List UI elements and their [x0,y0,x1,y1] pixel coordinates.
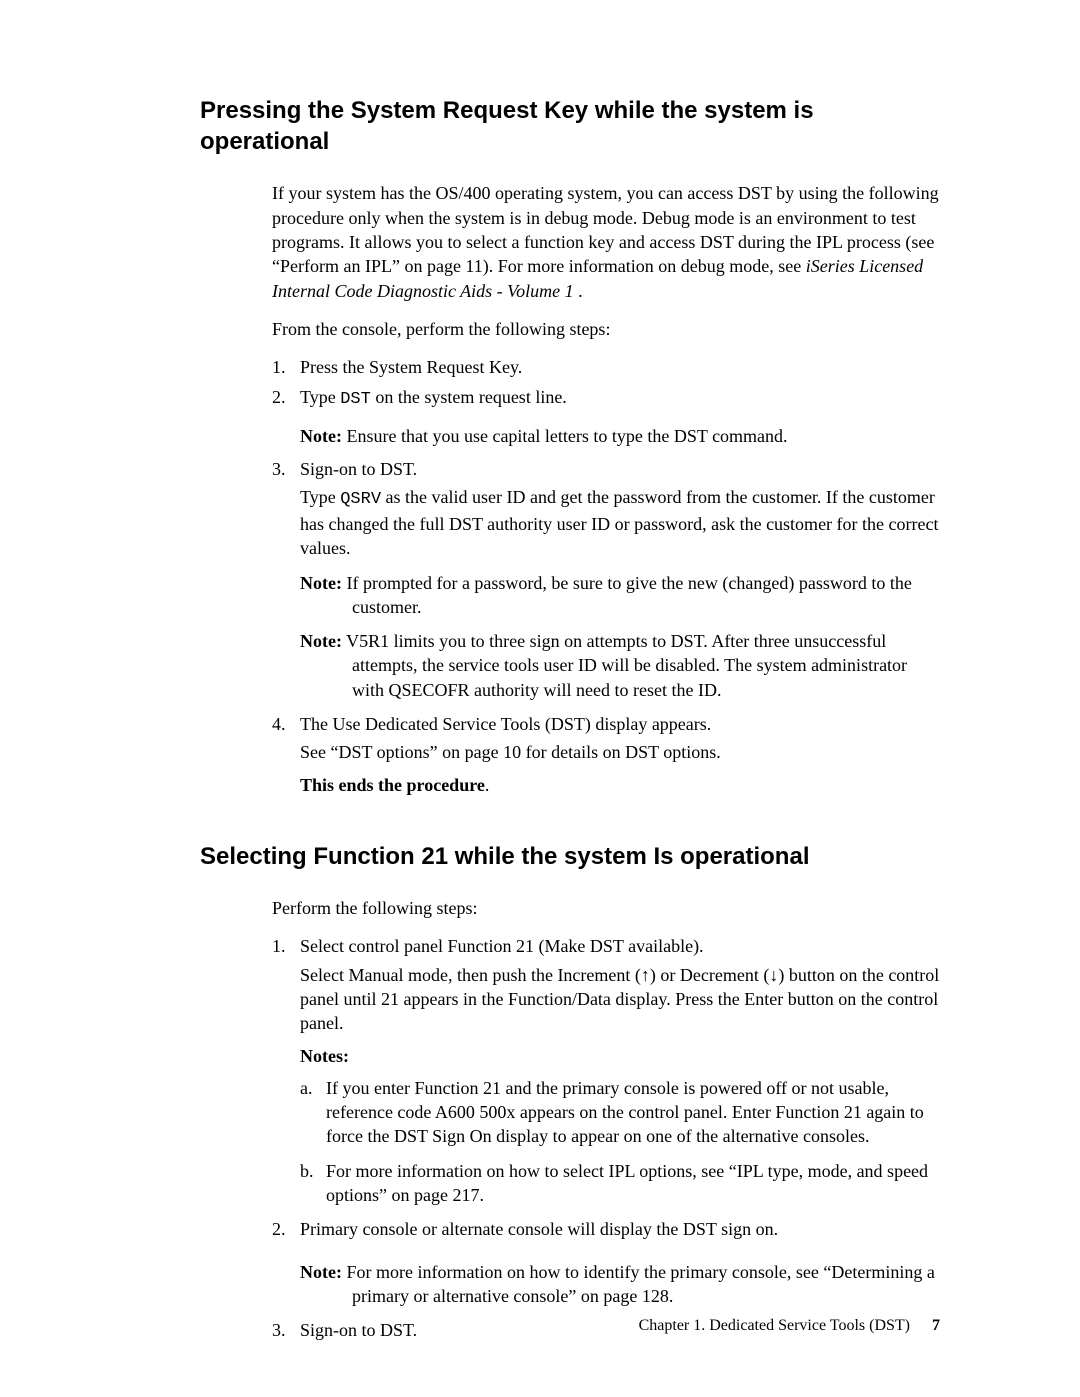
step3-para: Type QSRV as the valid user ID and get t… [300,485,940,561]
list-item: 1. Select control panel Function 21 (Mak… [272,934,940,1207]
footer-chapter: Chapter 1. Dedicated Service Tools (DST) [639,1317,910,1334]
list-item: 1. Press the System Request Key. [272,355,940,379]
s2-step1-line2: Select Manual mode, then push the Increm… [300,963,940,1036]
step-number: 1. [272,355,286,379]
section1-body: If your system has the OS/400 operating … [272,181,940,797]
footer-page-number: 7 [932,1317,940,1334]
step2-code: DST [340,390,371,409]
note-a: If you enter Function 21 and the primary… [326,1076,940,1149]
step-number: 3. [272,1318,286,1342]
step-number: 2. [272,385,286,409]
note-body: Ensure that you use capital letters to t… [342,426,788,446]
s2-step1-line1: Select control panel Function 21 (Make D… [300,934,940,958]
step4-line1: The Use Dedicated Service Tools (DST) di… [300,712,940,736]
s2-notes-list: a. If you enter Function 21 and the prim… [300,1076,940,1207]
step3-post: as the valid user ID and get the passwor… [300,487,938,558]
alpha-marker: a. [300,1076,313,1100]
ends-procedure: This ends the procedure [300,775,485,795]
step3-pre: Type [300,487,340,507]
list-item: 3. Sign-on to DST. Type QSRV as the vali… [272,457,940,702]
note-label: Note: [300,573,342,593]
section1-steps: 1. Press the System Request Key. 2. Type… [272,355,940,797]
note-body: V5R1 limits you to three sign on attempt… [342,631,907,700]
step1-text: Press the System Request Key. [300,355,940,379]
step2-text: Type DST on the system request line. [300,385,940,412]
page-footer: Chapter 1. Dedicated Service Tools (DST)… [639,1315,940,1337]
note-body: If prompted for a password, be sure to g… [342,573,912,617]
step3-note2: Note: V5R1 limits you to three sign on a… [300,629,940,702]
list-item: 2. Type DST on the system request line. … [272,385,940,448]
list-item: 2. Primary console or alternate console … [272,1217,940,1308]
step3-note1: Note: If prompted for a password, be sur… [300,571,940,620]
notes-label: Notes: [300,1044,940,1068]
section1-intro: If your system has the OS/400 operating … [272,181,940,302]
note-label: Note: [300,426,342,446]
note-b: For more information on how to select IP… [326,1159,940,1208]
list-item: a. If you enter Function 21 and the prim… [300,1076,940,1149]
step-number: 3. [272,457,286,481]
section1-lead: From the console, perform the following … [272,317,940,341]
s2-step2: Primary console or alternate console wil… [300,1217,940,1241]
step-number: 2. [272,1217,286,1241]
ends-post: . [485,775,490,795]
section2-lead: Perform the following steps: [272,896,940,920]
note-body: For more information on how to identify … [342,1262,935,1306]
s2-step2-note: Note: For more information on how to ide… [300,1260,940,1309]
step2-post: on the system request line. [371,387,567,407]
step3-text: Sign-on to DST. [300,457,940,481]
list-item: 4. The Use Dedicated Service Tools (DST)… [272,712,940,797]
alpha-marker: b. [300,1159,314,1183]
step3-code: QSRV [340,490,381,509]
section2-steps: 1. Select control panel Function 21 (Mak… [272,934,940,1342]
note-label: Note: [300,1262,342,1282]
section1-heading: Pressing the System Request Key while th… [200,95,940,157]
intro-post: . [574,281,583,301]
step2-pre: Type [300,387,340,407]
section2-body: Perform the following steps: 1. Select c… [272,896,940,1342]
section2-heading: Selecting Function 21 while the system I… [200,841,940,872]
step4-line2: See “DST options” on page 10 for details… [300,740,940,764]
step-number: 1. [272,934,286,958]
page: Pressing the System Request Key while th… [0,0,1080,1397]
list-item: b. For more information on how to select… [300,1159,940,1208]
note-label: Note: [300,631,342,651]
step2-note: Note: Ensure that you use capital letter… [300,424,940,448]
step4-line3: This ends the procedure. [300,773,940,797]
step-number: 4. [272,712,286,736]
